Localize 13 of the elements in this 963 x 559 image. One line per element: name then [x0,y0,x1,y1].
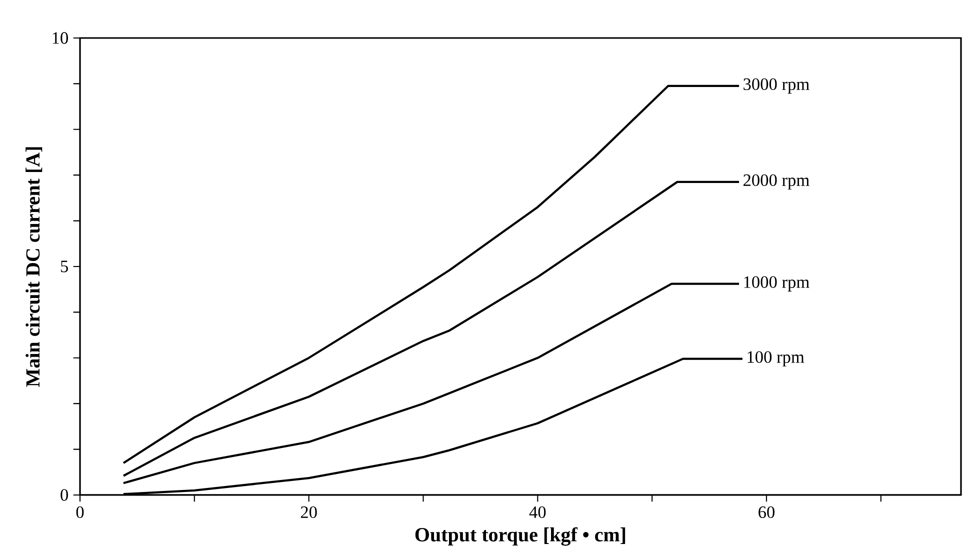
series-label: 1000 rpm [744,276,810,292]
y-axis-title: Main circuit DC current [A] [26,147,42,387]
x-tick-label: 20 [300,506,317,518]
y-tick-label: 5 [60,260,68,272]
x-axis-title: Output torque [kgf • cm] [415,527,626,546]
x-tick-label: 40 [529,506,546,518]
x-tick-label: 0 [76,506,84,518]
y-tick-label: 10 [52,32,68,44]
series-label: 2000 rpm [744,174,810,190]
x-tick-label: 60 [758,506,774,518]
series-label: 100 rpm [748,351,804,366]
y-tick-label: 0 [60,489,68,501]
series-label: 3000 rpm [744,78,810,94]
